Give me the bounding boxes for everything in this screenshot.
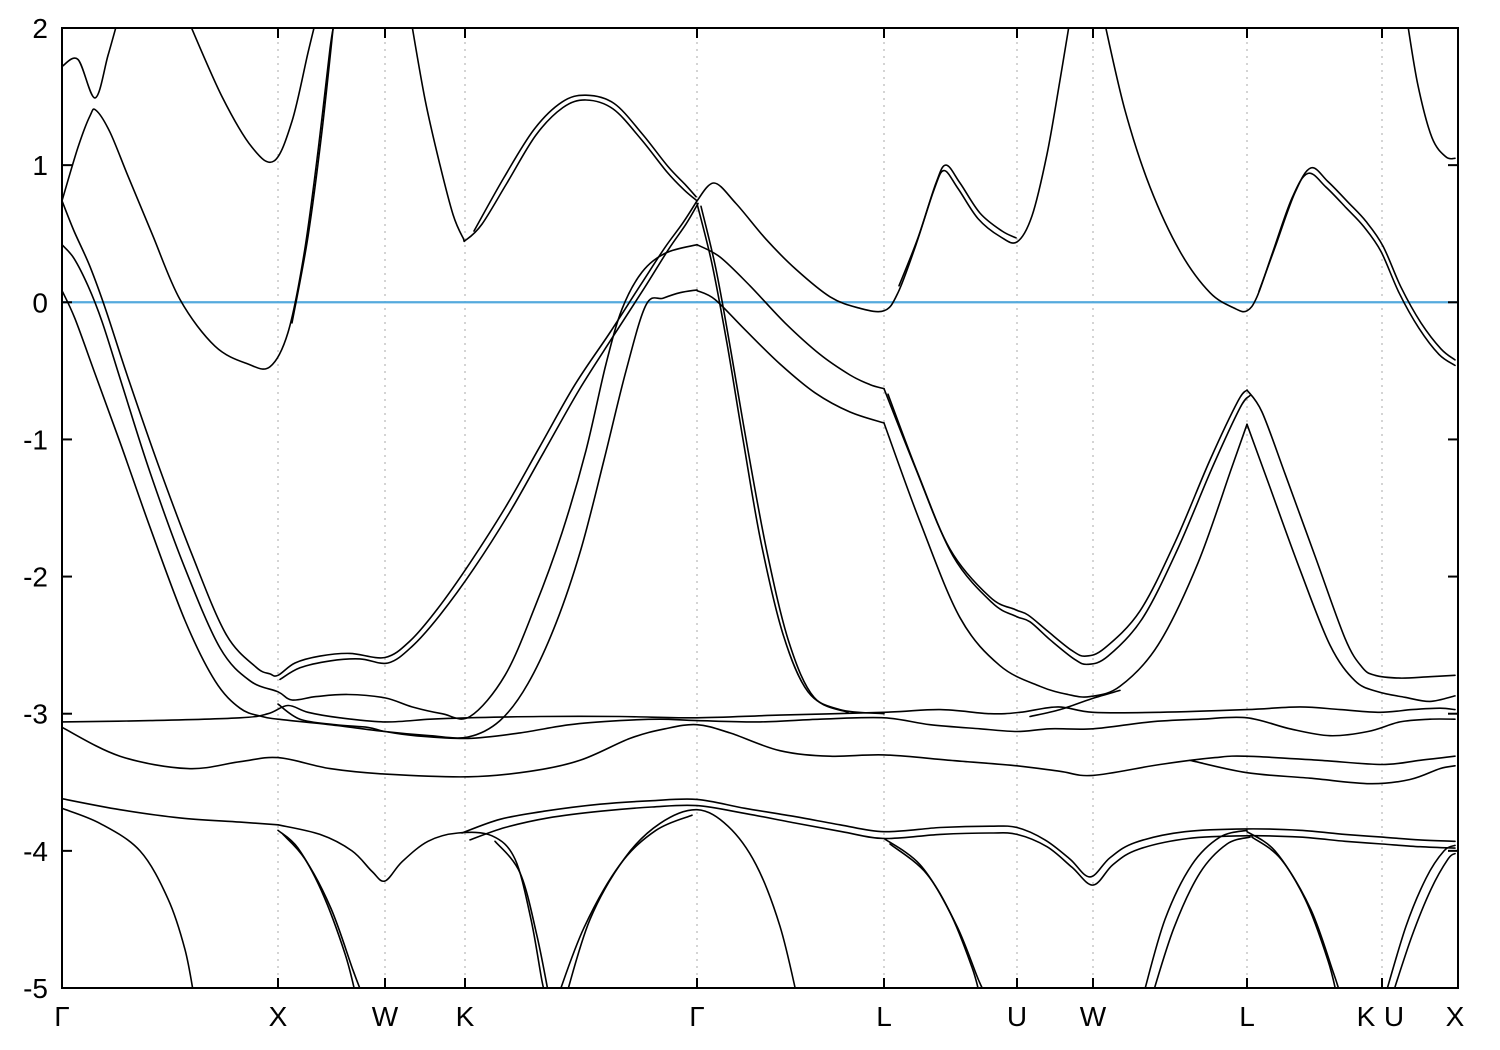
band-curve-deep-r3-b bbox=[1393, 852, 1456, 988]
band-curve-cb-x-dip-b bbox=[291, 28, 334, 324]
band-curve-deep-arch bbox=[461, 798, 1456, 878]
axis-layer bbox=[61, 27, 1459, 989]
axis-labels-layer: 210-1-2-3-4-5Γ X W K Γ L U W L K U X bbox=[23, 13, 1465, 1032]
band-curve-cb-w-l-k-x-b bbox=[1258, 166, 1456, 361]
band-curve-vb-w-cross bbox=[1029, 689, 1121, 718]
band-curve-cb-x-min bbox=[190, 28, 315, 164]
band-curve-vb-splitoff bbox=[62, 289, 698, 739]
band-curve-steep-gamma-desc bbox=[696, 202, 885, 715]
y-tick-label: -5 bbox=[23, 973, 48, 1004]
kpoint-label: K bbox=[456, 1001, 475, 1032]
kpoint-label: U bbox=[1007, 1001, 1027, 1032]
kpoint-label: Γ bbox=[689, 1001, 704, 1032]
band-curve-deep-wdip-b bbox=[494, 840, 549, 988]
band-curve-vb-l-w-l-1 bbox=[883, 387, 1248, 657]
y-tick-label: 0 bbox=[32, 287, 48, 318]
band-curve-vb-gamma-l-2 bbox=[696, 289, 885, 424]
band-curve-cb-w-l-k-x bbox=[1105, 28, 1456, 367]
band-curve-deep-d3 bbox=[567, 808, 796, 988]
band-curve-cb-gamma-l-u-b bbox=[898, 164, 1017, 287]
y-tick-label: -1 bbox=[23, 424, 48, 455]
band-curve-deep-gamma-x bbox=[62, 797, 279, 826]
band-curve-flat-a bbox=[62, 704, 1456, 723]
band-curve-deep-d3-b bbox=[560, 814, 693, 988]
band-curve-vb-heavy-b bbox=[279, 202, 699, 681]
y-tick-label: -2 bbox=[23, 562, 48, 593]
kpoint-label: U bbox=[1384, 1001, 1404, 1032]
band-curve-deep-arch-b bbox=[469, 804, 1456, 886]
kpoint-label: W bbox=[1080, 1001, 1107, 1032]
kpoint-label: K bbox=[1357, 1001, 1376, 1032]
plot-border bbox=[61, 27, 1459, 989]
band-curve-deep-d4-b bbox=[1251, 836, 1340, 988]
band-curve-deep-d6-b bbox=[889, 843, 984, 988]
band-curve-deep-r2 bbox=[1144, 829, 1248, 988]
band-curve-cb-x-dip bbox=[62, 28, 335, 370]
y-tick-label: -3 bbox=[23, 699, 48, 730]
band-curve-deep-d6 bbox=[883, 837, 979, 988]
band-curve-cb-w-k-gamma-b bbox=[473, 94, 697, 232]
band-curve-deep-d4 bbox=[1246, 830, 1337, 988]
band-curve-vb-l-k-1 bbox=[1246, 389, 1456, 679]
kpoint-label: X bbox=[269, 1001, 288, 1032]
kpoint-label: Γ bbox=[54, 1001, 69, 1032]
band-curve-vb-l-w-l-1b bbox=[887, 393, 1251, 666]
band-curve-vb-l-w-l-2 bbox=[883, 422, 1248, 698]
band-curve-cb-w-k-gamma bbox=[411, 28, 698, 243]
band-curve-vb-gamma-l-1 bbox=[696, 243, 885, 390]
gridlines-layer bbox=[277, 28, 1383, 988]
band-curve-vb-l-k-2 bbox=[1246, 423, 1456, 703]
band-curve-flat-c bbox=[62, 723, 1456, 778]
band-curve-deep-r2-b bbox=[1153, 836, 1251, 988]
band-curve-vb-light bbox=[62, 243, 698, 720]
band-curve-deep-r3 bbox=[1386, 844, 1456, 988]
bands-layer bbox=[62, 28, 1456, 988]
kpoint-label: L bbox=[876, 1001, 892, 1032]
band-curve-flat-b bbox=[277, 703, 1456, 740]
y-tick-label: 1 bbox=[32, 150, 48, 181]
y-tick-label: 2 bbox=[32, 13, 48, 44]
band-curve-deep-d1 bbox=[62, 807, 194, 988]
band-curve-deep-d2-b bbox=[282, 833, 361, 988]
kpoint-label: W bbox=[372, 1001, 399, 1032]
band-curve-deep-d2 bbox=[277, 829, 355, 988]
band-curve-cb-x-right bbox=[1407, 28, 1456, 160]
band-curve-deep-wdip bbox=[277, 824, 545, 988]
band-curve-flat-c2 bbox=[1189, 759, 1456, 785]
kpoint-label: X bbox=[1446, 1001, 1465, 1032]
band-curve-steep-gamma-desc-b bbox=[700, 205, 849, 714]
kpoint-label: L bbox=[1239, 1001, 1255, 1032]
band-curve-vb-heavy bbox=[62, 200, 698, 677]
y-tick-label: -4 bbox=[23, 836, 48, 867]
band-curve-cb-gamma-top bbox=[62, 28, 117, 99]
